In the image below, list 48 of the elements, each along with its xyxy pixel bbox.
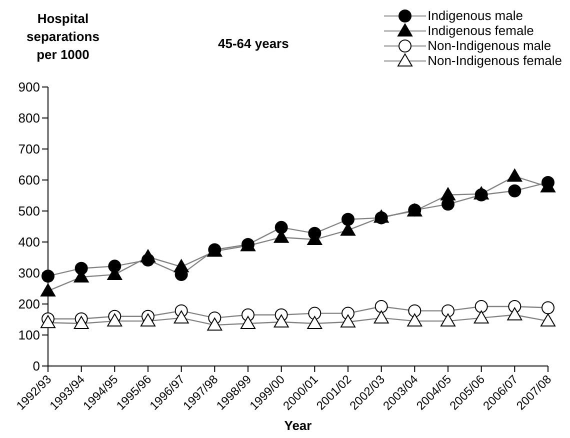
point [42, 270, 54, 283]
point [342, 212, 354, 226]
point [507, 307, 522, 320]
point [440, 314, 456, 327]
point [540, 314, 556, 327]
point [207, 318, 222, 331]
point [240, 316, 256, 330]
point [74, 316, 89, 330]
point [340, 314, 356, 328]
point [374, 310, 389, 324]
y-tick-label: 800 [18, 110, 40, 126]
point [442, 304, 454, 318]
y-tick-label: 900 [18, 80, 40, 95]
point [140, 249, 156, 262]
y-tick-label: 600 [18, 172, 40, 188]
point [407, 314, 422, 327]
legend-label: Non-Indigenous female [428, 53, 562, 68]
y-tick-label: 400 [18, 234, 40, 250]
y-tick-label: 0 [32, 358, 40, 374]
point [174, 310, 189, 324]
point [374, 300, 388, 313]
x-axis-title: Year [284, 418, 312, 433]
point [40, 315, 56, 328]
legend-label: Indigenous female [428, 23, 534, 38]
y-tick-label: 500 [18, 204, 40, 219]
chart-title: 45-64 years [218, 36, 289, 51]
y-tick-label: 300 [18, 266, 40, 281]
point [107, 314, 122, 327]
y-tick-label: 100 [18, 328, 40, 343]
point [507, 168, 522, 182]
point [474, 310, 489, 324]
point [308, 306, 322, 320]
y-axis-title: Hospital separations per 1000 [26, 10, 100, 64]
point [140, 314, 156, 327]
point [40, 283, 56, 296]
point [508, 184, 522, 198]
point [274, 220, 288, 234]
y-tick-label: 700 [18, 142, 40, 157]
point [542, 301, 554, 314]
point [174, 259, 189, 272]
point [274, 314, 289, 328]
point [408, 304, 422, 318]
y-tick-label: 200 [18, 296, 40, 312]
point [307, 316, 322, 330]
legend-label: Non-Indigenous male [428, 38, 552, 53]
point [440, 187, 456, 200]
legend-label: Indigenous male [428, 8, 523, 23]
point [474, 300, 488, 313]
